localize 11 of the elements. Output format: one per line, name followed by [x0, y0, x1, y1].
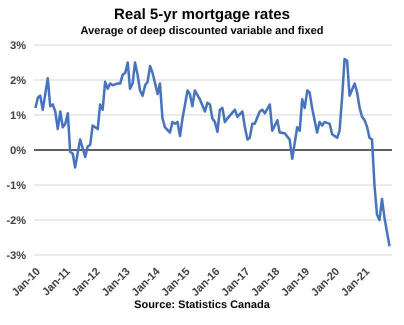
y-tick-label: 1%	[10, 110, 26, 122]
chart-subtitle: Average of deep discounted variable and fixed	[80, 25, 324, 37]
line-series	[34, 58, 391, 248]
chart-title: Real 5-yr mortgage rates	[113, 6, 291, 23]
y-tick-label: -1%	[6, 180, 26, 192]
source-note: Source: Statistics Canada	[133, 299, 271, 311]
y-tick-label: 3%	[10, 40, 26, 52]
y-tick-label: 0%	[10, 144, 26, 157]
y-tick-label: 2%	[10, 74, 26, 87]
y-tick-label: -3%	[6, 250, 26, 262]
y-tick-label: -2%	[6, 214, 26, 227]
